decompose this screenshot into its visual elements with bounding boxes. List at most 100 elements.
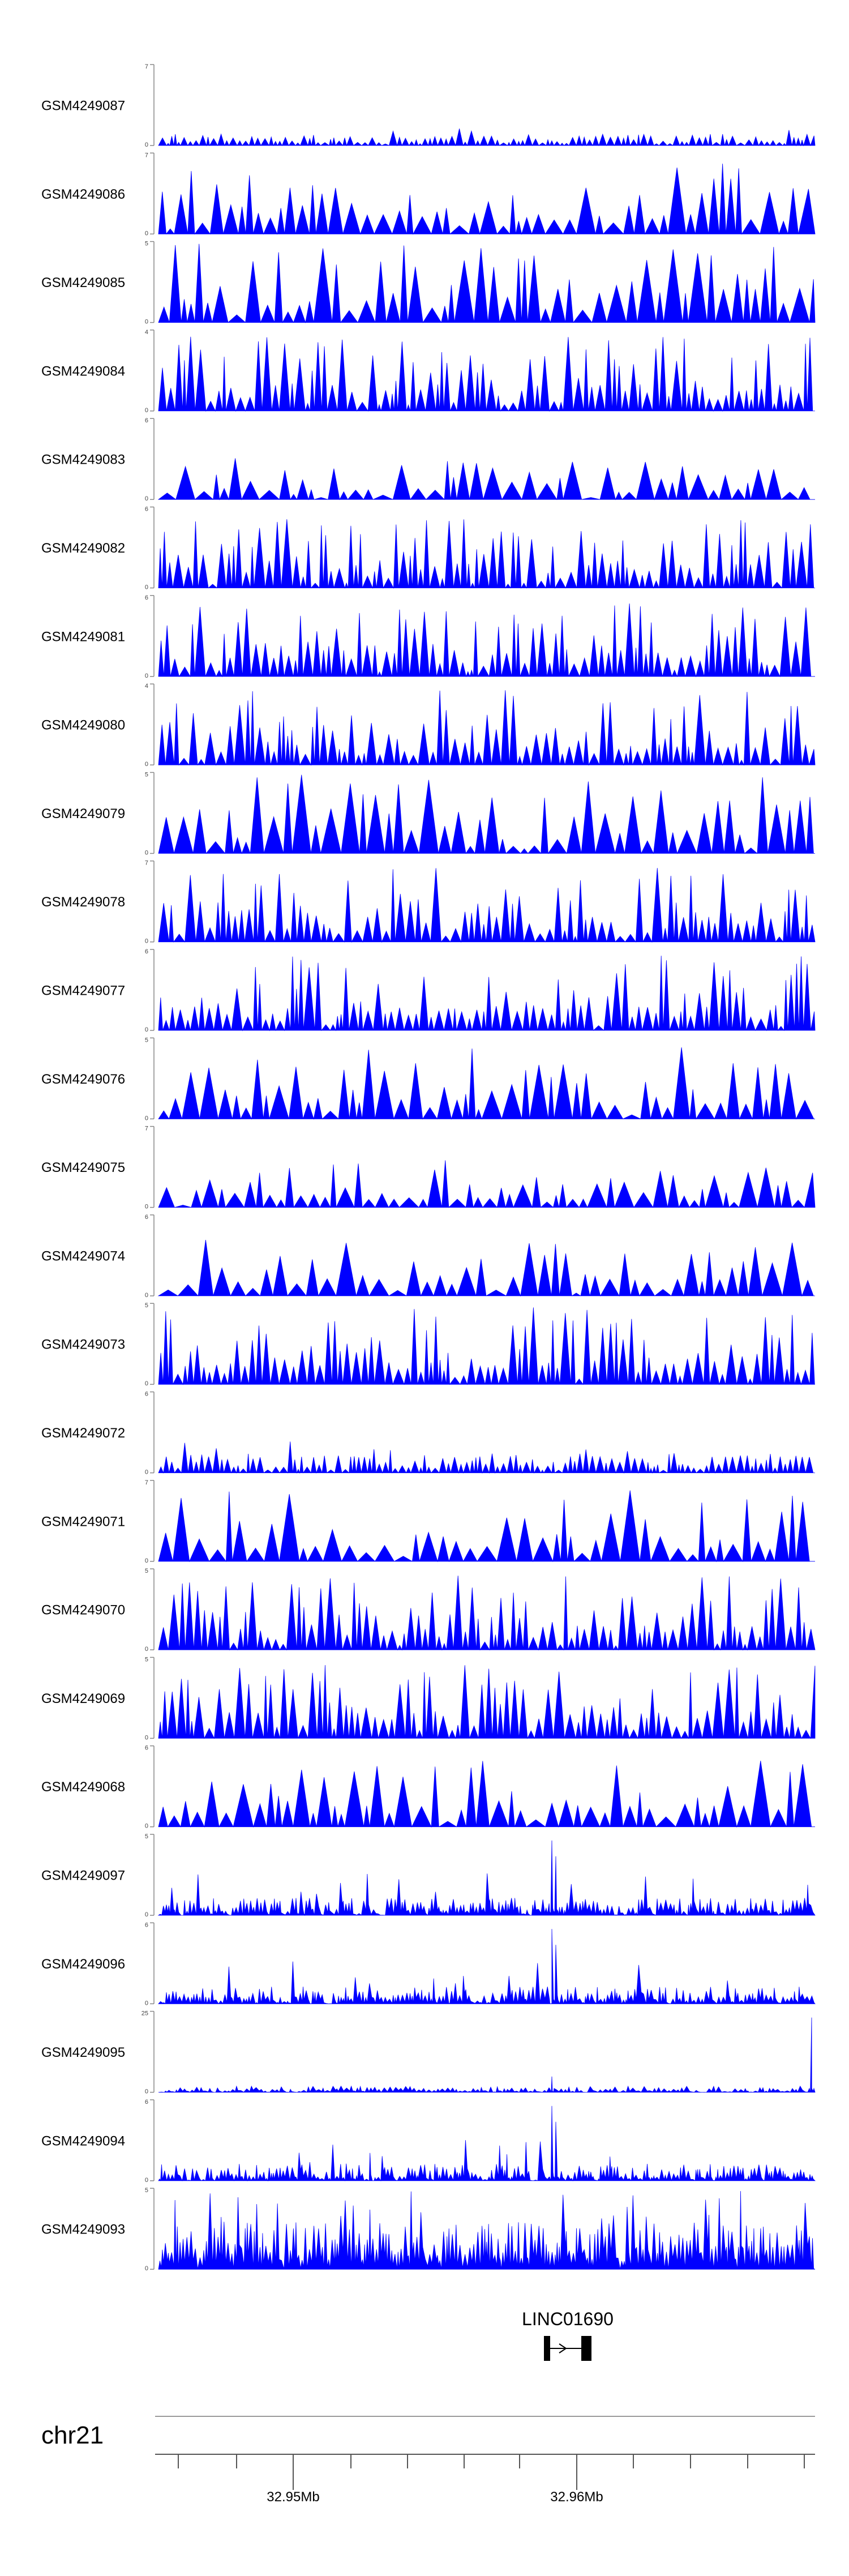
track-label: GSM4249080 xyxy=(41,718,125,733)
coverage-area xyxy=(158,1665,816,1739)
gene-label: LINC01690 xyxy=(522,2309,614,2329)
track-label: GSM4249075 xyxy=(41,1160,125,1175)
y-max-label: 6 xyxy=(145,594,148,601)
y-max-label: 6 xyxy=(145,1391,148,1398)
coverage-area xyxy=(158,129,816,147)
y-min-label: 0 xyxy=(145,2089,148,2095)
track-GSM4249070: GSM4249070 5 0 xyxy=(41,1568,816,1653)
coverage-area xyxy=(158,1441,815,1474)
track-GSM4249075: GSM4249075 7 0 xyxy=(41,1126,816,1210)
gene-annotation-track: LINC01690 xyxy=(522,2309,614,2361)
track-label: GSM4249097 xyxy=(41,1868,125,1884)
coverage-area xyxy=(158,1490,815,1563)
coverage-area xyxy=(158,690,816,766)
track-GSM4249078: GSM4249078 7 0 xyxy=(41,860,816,945)
coverage-area xyxy=(158,2106,816,2182)
track-label: GSM4249076 xyxy=(41,1072,125,1087)
y-max-label: 7 xyxy=(145,1126,148,1132)
track-label: GSM4249078 xyxy=(41,895,125,910)
track-GSM4249069: GSM4249069 5 0 xyxy=(41,1656,816,1741)
chromosome-label: chr21 xyxy=(41,2421,104,2449)
track-label: GSM4249094 xyxy=(41,2133,125,2149)
y-max-label: 5 xyxy=(145,241,148,247)
y-max-label: 6 xyxy=(145,1745,148,1752)
y-max-label: 6 xyxy=(145,2099,148,2106)
track-GSM4249071: GSM4249071 7 0 xyxy=(41,1479,815,1564)
track-label: GSM4249093 xyxy=(41,2222,125,2237)
track-label: GSM4249071 xyxy=(41,1514,125,1529)
y-max-label: 6 xyxy=(145,1922,148,1928)
y-max-label: 6 xyxy=(145,1214,148,1221)
coverage-area xyxy=(157,1840,816,1916)
track-GSM4249074: GSM4249074 6 0 xyxy=(41,1214,815,1299)
track-GSM4249096: GSM4249096 6 0 xyxy=(41,1922,816,2006)
y-min-label: 0 xyxy=(145,230,148,237)
track-GSM4249095: GSM4249095 25 0 xyxy=(41,2010,816,2095)
y-min-label: 0 xyxy=(145,1646,148,1653)
y-max-label: 7 xyxy=(145,1479,148,1486)
y-min-label: 0 xyxy=(145,584,148,591)
coverage-area xyxy=(158,1160,816,1209)
y-max-label: 6 xyxy=(145,417,148,424)
track-GSM4249076: GSM4249076 5 0 xyxy=(41,1037,815,1122)
y-max-label: 25 xyxy=(142,2010,148,2017)
y-min-label: 0 xyxy=(145,1204,148,1210)
track-GSM4249097: GSM4249097 5 0 xyxy=(41,1833,816,1918)
y-min-label: 0 xyxy=(145,1823,148,1830)
track-label: GSM4249084 xyxy=(41,363,125,379)
y-min-label: 0 xyxy=(145,1734,148,1741)
y-min-label: 0 xyxy=(145,1292,148,1299)
track-label: GSM4249081 xyxy=(41,629,125,644)
y-min-label: 0 xyxy=(145,2177,148,2184)
track-GSM4249086: GSM4249086 7 0 xyxy=(41,152,816,237)
coverage-area xyxy=(158,336,815,412)
y-max-label: 4 xyxy=(145,683,148,690)
coverage-area xyxy=(157,458,815,500)
track-label: GSM4249085 xyxy=(41,275,125,290)
track-GSM4249080: GSM4249080 4 0 xyxy=(41,683,816,768)
y-min-label: 0 xyxy=(145,1026,148,1033)
coverage-area xyxy=(158,1576,816,1651)
track-GSM4249077: GSM4249077 6 0 xyxy=(41,948,816,1033)
y-min-label: 0 xyxy=(145,1469,148,1476)
track-label: GSM4249077 xyxy=(41,983,125,999)
track-label: GSM4249086 xyxy=(41,187,125,202)
y-min-label: 0 xyxy=(145,142,148,148)
x-tick-label: 32.96Mb xyxy=(550,2489,603,2505)
axis-ticks xyxy=(178,2454,805,2490)
y-min-label: 0 xyxy=(145,2000,148,2006)
coverage-area xyxy=(158,1047,815,1120)
track-GSM4249073: GSM4249073 5 0 xyxy=(41,1302,815,1387)
y-max-label: 7 xyxy=(145,63,148,70)
y-min-label: 0 xyxy=(145,761,148,768)
y-min-label: 0 xyxy=(145,1557,148,1564)
gene-exon-1 xyxy=(544,2336,550,2361)
y-max-label: 5 xyxy=(145,1302,148,1309)
y-min-label: 0 xyxy=(145,407,148,414)
track-label: GSM4249068 xyxy=(41,1779,125,1795)
coverage-area xyxy=(157,1240,815,1297)
y-max-label: 7 xyxy=(145,860,148,867)
genome-axis: chr21 32.95Mb 32.96Mb xyxy=(41,2416,815,2505)
track-label: GSM4249083 xyxy=(41,452,125,468)
y-max-label: 7 xyxy=(145,152,148,159)
track-label: GSM4249082 xyxy=(41,541,125,556)
y-max-label: 5 xyxy=(145,2187,148,2194)
y-max-label: 5 xyxy=(145,771,148,778)
track-GSM4249081: GSM4249081 6 0 xyxy=(41,594,815,679)
track-label: GSM4249073 xyxy=(41,1337,125,1353)
track-GSM4249079: GSM4249079 5 0 xyxy=(41,771,815,856)
y-max-label: 5 xyxy=(145,1833,148,1840)
track-GSM4249094: GSM4249094 6 0 xyxy=(41,2099,816,2184)
track-label: GSM4249072 xyxy=(41,1426,125,1441)
y-min-label: 0 xyxy=(145,1911,148,1918)
coverage-tracks: GSM424908770GSM424908670GSM424908550GSM4… xyxy=(41,63,816,2272)
coverage-area xyxy=(158,519,815,589)
y-min-label: 0 xyxy=(145,938,148,945)
y-max-label: 5 xyxy=(145,1656,148,1663)
track-GSM4249084: GSM4249084 4 0 xyxy=(41,329,815,414)
y-min-label: 0 xyxy=(145,495,148,502)
x-tick-label: 32.95Mb xyxy=(267,2489,319,2505)
coverage-area xyxy=(158,1307,815,1385)
